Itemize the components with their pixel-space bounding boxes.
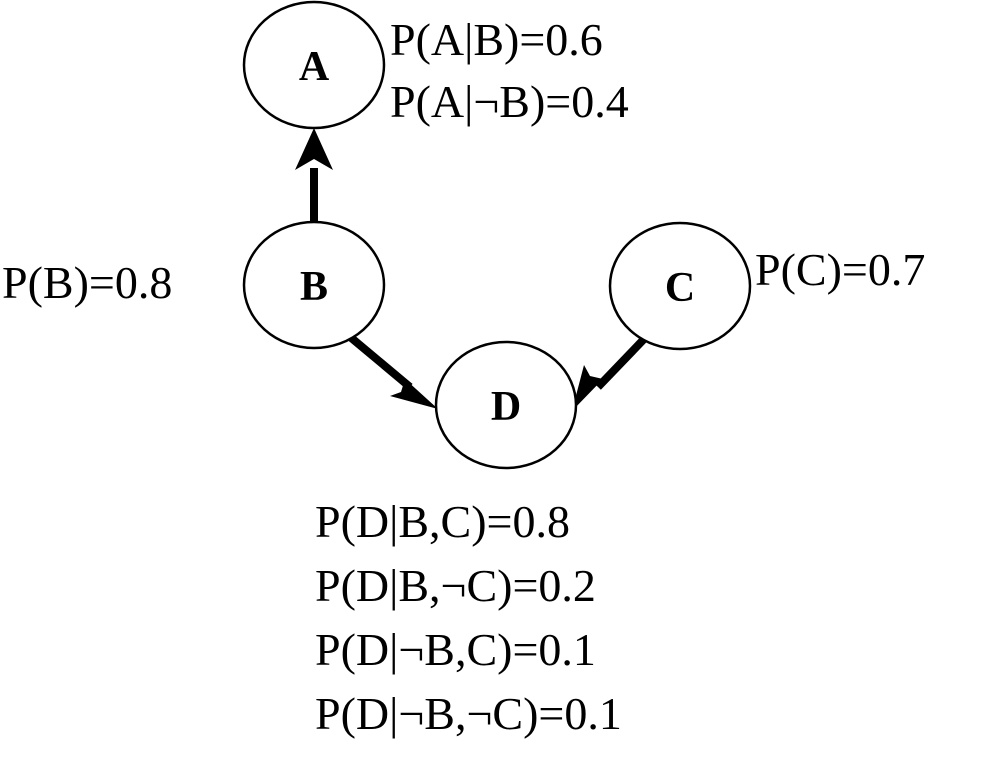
probabilities-b: P(B)=0.8 (2, 257, 172, 308)
edge-c-to-d (572, 334, 649, 411)
node-c-label: C (665, 265, 695, 311)
node-b: B (242, 220, 386, 350)
node-d: D (434, 340, 578, 470)
prob-a-given-b: P(A|B)=0.6 (390, 14, 603, 65)
node-a-circle (242, 0, 386, 130)
edge-b-to-d (346, 332, 438, 409)
prob-d-given-b-c: P(D|B,C)=0.8 (315, 496, 570, 547)
probabilities-c: P(C)=0.7 (755, 244, 925, 295)
prob-d-given-not-b-not-c: P(D|¬B,¬C)=0.1 (315, 688, 622, 739)
probabilities-a: P(A|B)=0.6 P(A|¬B)=0.4 (390, 14, 629, 127)
node-b-label: B (300, 264, 328, 310)
prob-d-given-b-not-c: P(D|B,¬C)=0.2 (315, 560, 596, 611)
probabilities-d: P(D|B,C)=0.8 P(D|B,¬C)=0.2 P(D|¬B,C)=0.1… (315, 496, 622, 739)
prob-d-given-not-b-c: P(D|¬B,C)=0.1 (315, 624, 596, 675)
node-c: C (608, 221, 752, 351)
node-c-circle (608, 221, 752, 351)
prob-c: P(C)=0.7 (755, 244, 925, 295)
prob-b: P(B)=0.8 (2, 257, 172, 308)
node-b-circle (242, 220, 386, 350)
node-a-label: A (299, 44, 330, 90)
node-a: A (242, 0, 386, 130)
node-d-label: D (491, 384, 521, 430)
edge-b-to-a (295, 128, 333, 222)
node-d-circle (434, 340, 578, 470)
prob-a-given-not-b: P(A|¬B)=0.4 (390, 76, 629, 127)
